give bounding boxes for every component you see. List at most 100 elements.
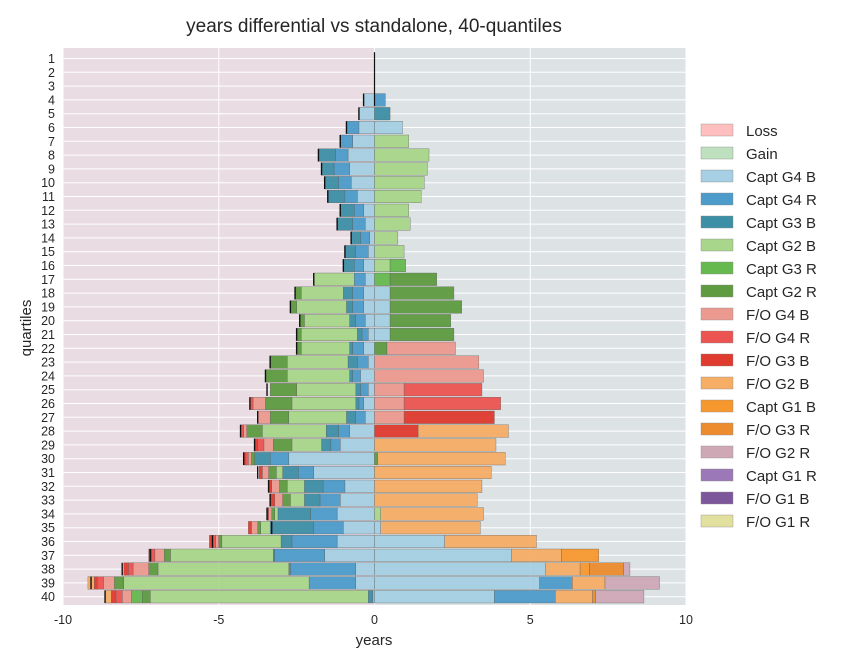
bar-negative-q21 bbox=[301, 328, 358, 341]
y-tick-label: 13 bbox=[41, 218, 55, 232]
bar-negative-q20 bbox=[299, 314, 305, 328]
bar-negative-q29 bbox=[321, 438, 332, 452]
bar-negative-q25 bbox=[269, 383, 297, 397]
y-axis-label: quartiles bbox=[18, 300, 35, 357]
bar-negative-q40 bbox=[122, 590, 132, 604]
bar-negative-q28 bbox=[338, 424, 350, 438]
bar-negative-q19 bbox=[363, 300, 375, 314]
bar-negative-q30 bbox=[254, 452, 271, 466]
bar-positive-q38 bbox=[374, 562, 546, 576]
legend-swatch bbox=[700, 422, 734, 436]
bar-negative-q35 bbox=[257, 521, 261, 535]
bar-negative-q11 bbox=[357, 190, 375, 203]
bar-negative-q38 bbox=[148, 562, 159, 576]
x-tick-label: 5 bbox=[527, 613, 534, 627]
bar-negative-q35 bbox=[251, 521, 258, 535]
bar-positive-q35 bbox=[374, 521, 381, 535]
y-tick-label: 35 bbox=[41, 521, 55, 535]
bar-negative-q16 bbox=[363, 259, 375, 272]
bar-negative-q33 bbox=[340, 493, 375, 507]
bar-negative-q14 bbox=[360, 231, 371, 245]
x-axis-label: years bbox=[356, 632, 393, 649]
bar-positive-q23 bbox=[374, 355, 480, 369]
bar-negative-q9 bbox=[333, 162, 350, 176]
bar-negative-q8 bbox=[318, 148, 336, 162]
bar-negative-q20 bbox=[364, 314, 375, 328]
bar-negative-q24 bbox=[265, 369, 288, 383]
bar-negative-q36 bbox=[291, 535, 338, 548]
bar-negative-q37 bbox=[164, 548, 171, 562]
bar-negative-q31 bbox=[313, 466, 375, 479]
bar-negative-q28 bbox=[349, 424, 375, 438]
bar-negative-q35 bbox=[313, 521, 344, 535]
bar-negative-q39 bbox=[103, 576, 115, 590]
bar-negative-q31 bbox=[259, 466, 263, 479]
bar-negative-q18 bbox=[301, 286, 344, 300]
legend-swatch bbox=[700, 238, 734, 252]
bar-positive-q5 bbox=[374, 107, 391, 121]
legend-swatch bbox=[700, 284, 734, 298]
bar-negative-q27 bbox=[346, 410, 356, 424]
bar-negative-q34 bbox=[336, 507, 375, 521]
bar-positive-q38 bbox=[545, 562, 581, 576]
legend-label: F/O G3 R bbox=[746, 422, 810, 439]
bar-negative-q32 bbox=[344, 479, 375, 493]
bar-negative-q15 bbox=[344, 245, 356, 259]
bar-negative-q32 bbox=[322, 479, 346, 493]
bar-positive-q21 bbox=[374, 328, 391, 341]
bar-positive-q36 bbox=[374, 535, 445, 548]
bar-negative-q32 bbox=[287, 479, 305, 493]
legend-swatch bbox=[700, 491, 734, 505]
bar-positive-q16 bbox=[389, 259, 406, 272]
bar-negative-q23 bbox=[269, 355, 288, 369]
bar-positive-q7 bbox=[374, 134, 409, 148]
bar-positive-q35 bbox=[380, 521, 481, 535]
bar-negative-q29 bbox=[273, 438, 293, 452]
bar-negative-q23 bbox=[357, 355, 369, 369]
bar-negative-q33 bbox=[269, 493, 275, 507]
bar-negative-q19 bbox=[296, 300, 347, 314]
bar-negative-q39 bbox=[97, 576, 104, 590]
y-tick-label: 38 bbox=[41, 563, 55, 577]
bar-negative-q38 bbox=[123, 562, 129, 576]
bar-negative-q28 bbox=[262, 424, 327, 438]
bar-negative-q35 bbox=[343, 521, 375, 535]
bar-negative-q39 bbox=[355, 576, 375, 590]
y-tick-labels: 1234567891011121314151617181920212223242… bbox=[41, 52, 55, 604]
bar-negative-q39 bbox=[93, 576, 98, 590]
bar-negative-q18 bbox=[363, 286, 375, 300]
bar-negative-q40 bbox=[150, 590, 369, 604]
bar-negative-q38 bbox=[290, 562, 356, 576]
bar-negative-q11 bbox=[344, 190, 358, 203]
bar-negative-q26 bbox=[355, 397, 360, 410]
y-tick-label: 5 bbox=[48, 107, 55, 121]
legend-label: Loss bbox=[746, 123, 778, 140]
y-tick-label: 16 bbox=[41, 259, 55, 273]
bar-positive-q27 bbox=[403, 410, 495, 424]
x-tick-label: -10 bbox=[54, 613, 72, 627]
bar-negative-q17 bbox=[354, 272, 366, 286]
bar-negative-q32 bbox=[271, 479, 280, 493]
bar-negative-q18 bbox=[343, 286, 353, 300]
bar-negative-q20 bbox=[304, 314, 350, 328]
bar-negative-q25 bbox=[360, 383, 369, 397]
y-tick-label: 7 bbox=[48, 135, 55, 149]
bar-negative-q33 bbox=[290, 493, 305, 507]
y-tick-label: 22 bbox=[41, 342, 55, 356]
bar-negative-q40 bbox=[131, 590, 143, 604]
y-tick-label: 12 bbox=[41, 204, 55, 218]
legend-swatch bbox=[700, 192, 734, 206]
bar-negative-q25 bbox=[296, 383, 356, 397]
bar-negative-q16 bbox=[343, 259, 355, 272]
bar-positive-q40 bbox=[592, 590, 596, 604]
y-tick-label: 24 bbox=[41, 369, 55, 383]
x-tick-label: -5 bbox=[213, 613, 224, 627]
bar-negative-q10 bbox=[338, 176, 352, 190]
bar-negative-q37 bbox=[151, 548, 156, 562]
bar-positive-q10 bbox=[374, 176, 425, 190]
y-tick-label: 27 bbox=[41, 411, 55, 425]
bar-negative-q5 bbox=[358, 107, 375, 121]
bar-positive-q20 bbox=[389, 314, 451, 328]
bar-negative-q30 bbox=[245, 452, 249, 466]
bar-negative-q21 bbox=[296, 328, 302, 341]
